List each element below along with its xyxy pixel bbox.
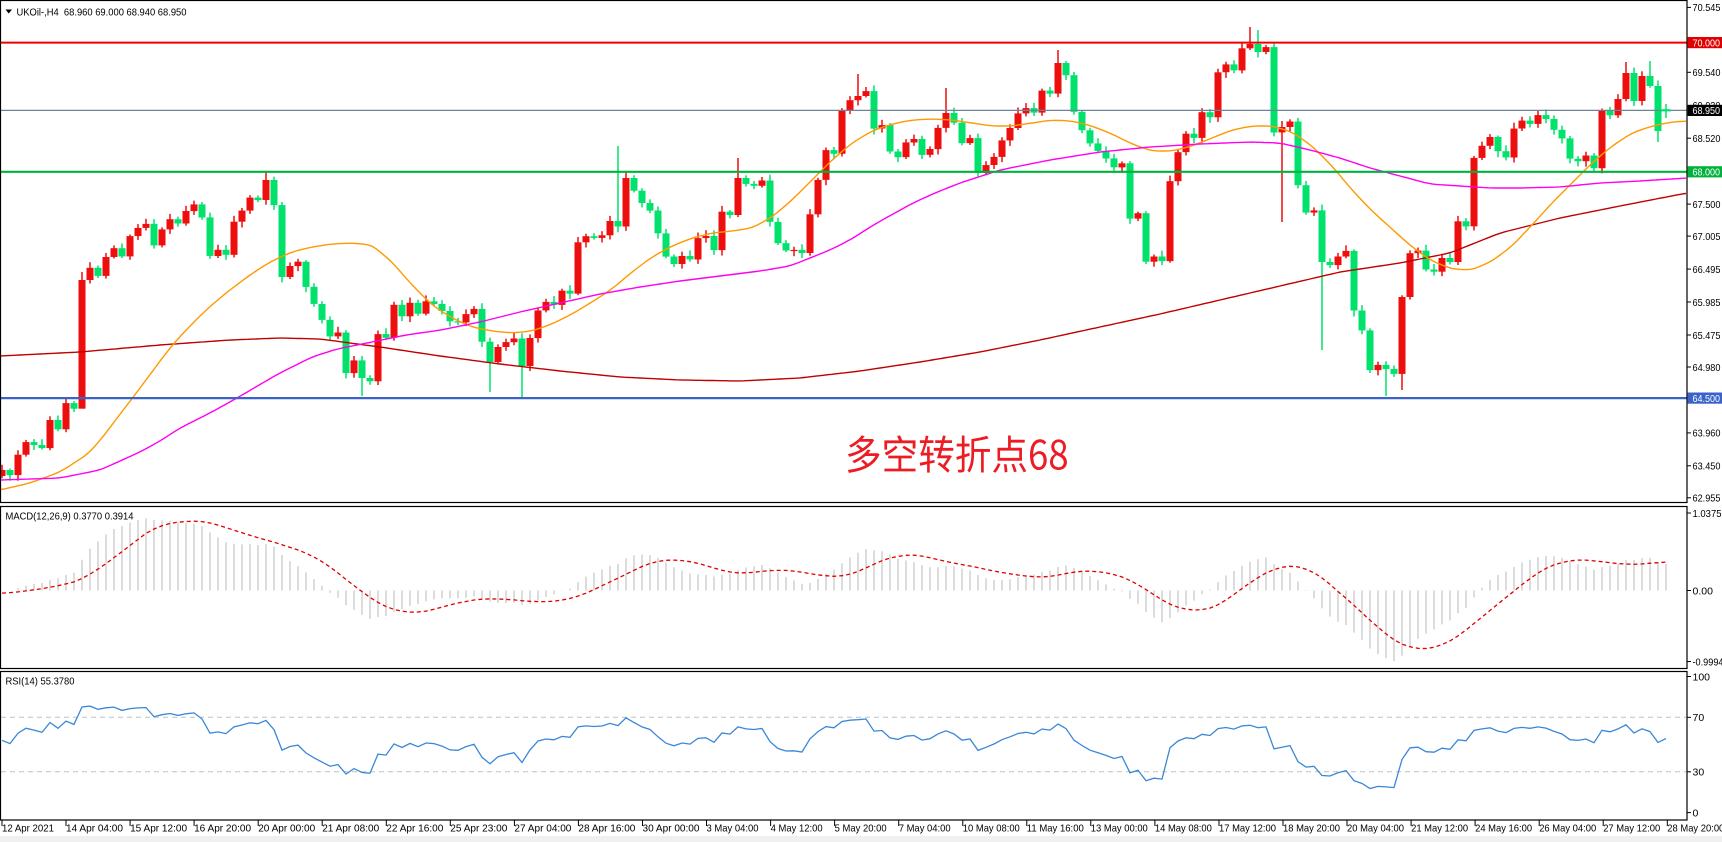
svg-text:66.495: 66.495	[1693, 264, 1721, 276]
svg-text:64.500: 64.500	[1693, 393, 1721, 405]
svg-text:69.540: 69.540	[1693, 67, 1721, 79]
svg-text:70.545: 70.545	[1693, 2, 1721, 14]
svg-text:25 Apr 23:00: 25 Apr 23:00	[450, 823, 507, 835]
svg-text:30: 30	[1693, 767, 1705, 779]
svg-text:27 Apr 04:00: 27 Apr 04:00	[514, 823, 571, 835]
svg-text:26 May 04:00: 26 May 04:00	[1539, 823, 1596, 835]
svg-text:30 Apr 00:00: 30 Apr 00:00	[643, 823, 700, 835]
svg-text:65.475: 65.475	[1693, 330, 1721, 342]
svg-text:7 May 04:00: 7 May 04:00	[899, 823, 951, 835]
svg-text:18 May 20:00: 18 May 20:00	[1283, 823, 1340, 835]
svg-text:28 Apr 16:00: 28 Apr 16:00	[578, 823, 635, 835]
svg-text:RSI(14) 55.3780: RSI(14) 55.3780	[6, 676, 75, 688]
svg-text:68.950: 68.950	[1693, 105, 1721, 117]
svg-text:67.005: 67.005	[1693, 231, 1721, 243]
svg-text:67.500: 67.500	[1693, 199, 1721, 211]
svg-text:12 Apr 2021: 12 Apr 2021	[2, 823, 54, 835]
svg-text:MACD(12,26,9) 0.3770 0.3914: MACD(12,26,9) 0.3770 0.3914	[6, 511, 134, 523]
svg-text:UKOil-,H4 68.960 69.000 68.94: UKOil-,H4 68.960 69.000 68.940 68.950	[17, 7, 187, 19]
svg-text:28 May 20:00: 28 May 20:00	[1667, 823, 1722, 835]
svg-text:20 Apr 00:00: 20 Apr 00:00	[258, 823, 315, 835]
svg-text:16 Apr 20:00: 16 Apr 20:00	[194, 823, 251, 835]
svg-text:3 May 04:00: 3 May 04:00	[707, 823, 759, 835]
svg-text:14 May 08:00: 14 May 08:00	[1155, 823, 1212, 835]
svg-text:14 Apr 04:00: 14 Apr 04:00	[66, 823, 123, 835]
svg-text:5 May 20:00: 5 May 20:00	[835, 823, 887, 835]
svg-text:64.980: 64.980	[1693, 362, 1721, 374]
svg-text:22 Apr 16:00: 22 Apr 16:00	[386, 823, 443, 835]
svg-text:0: 0	[1693, 807, 1699, 819]
svg-text:11 May 16:00: 11 May 16:00	[1027, 823, 1084, 835]
svg-text:27 May 12:00: 27 May 12:00	[1603, 823, 1660, 835]
svg-text:4 May 12:00: 4 May 12:00	[771, 823, 823, 835]
svg-text:70: 70	[1693, 712, 1705, 724]
svg-text:15 Apr 12:00: 15 Apr 12:00	[130, 823, 187, 835]
svg-text:70.000: 70.000	[1693, 37, 1721, 49]
svg-text:21 May 12:00: 21 May 12:00	[1411, 823, 1468, 835]
svg-text:20 May 04:00: 20 May 04:00	[1347, 823, 1404, 835]
svg-text:62.955: 62.955	[1693, 493, 1721, 505]
svg-text:24 May 16:00: 24 May 16:00	[1475, 823, 1532, 835]
svg-text:21 Apr 08:00: 21 Apr 08:00	[322, 823, 379, 835]
svg-text:13 May 00:00: 13 May 00:00	[1091, 823, 1148, 835]
svg-text:63.450: 63.450	[1693, 461, 1721, 473]
svg-text:63.960: 63.960	[1693, 428, 1721, 440]
svg-text:65.985: 65.985	[1693, 297, 1721, 309]
svg-text:-0.9994: -0.9994	[1693, 656, 1722, 668]
svg-text:17 May 12:00: 17 May 12:00	[1219, 823, 1276, 835]
svg-text:100: 100	[1693, 671, 1711, 683]
svg-text:68.000: 68.000	[1693, 167, 1721, 179]
svg-text:1.0375: 1.0375	[1693, 508, 1722, 520]
svg-text:0.00: 0.00	[1693, 585, 1714, 597]
svg-text:68.520: 68.520	[1693, 133, 1721, 145]
svg-text:10 May 08:00: 10 May 08:00	[963, 823, 1020, 835]
